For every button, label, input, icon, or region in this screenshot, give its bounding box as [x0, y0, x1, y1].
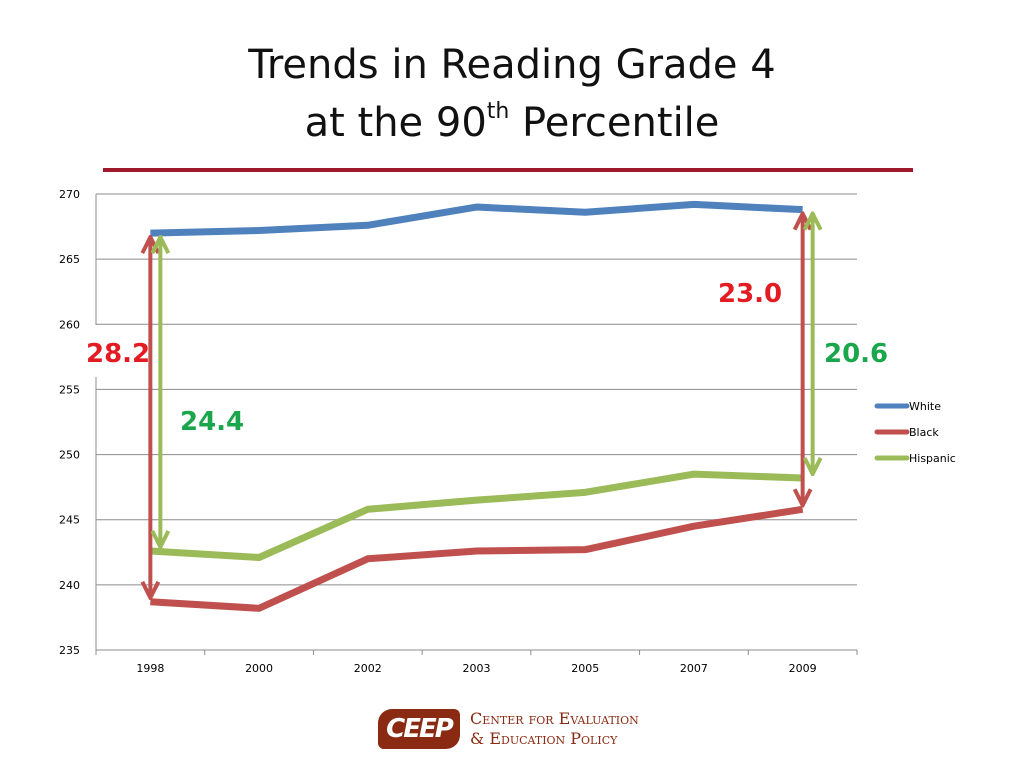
gap-annotation: 20.6: [824, 339, 888, 369]
ceep-logo-mark: CEEP: [378, 709, 460, 749]
ceep-logo: CEEP Center for Evaluation & Education P…: [378, 707, 678, 751]
title-line-2-pre: at the 90: [304, 100, 487, 146]
ceep-logo-text: Center for Evaluation & Education Policy: [470, 709, 639, 749]
gap-annotation: 24.4: [180, 407, 244, 437]
y-tick-label: 240: [59, 579, 80, 592]
legend-label: Hispanic: [909, 452, 956, 465]
x-tick-label: 2007: [680, 662, 708, 675]
series-line-hispanic: [150, 470, 803, 561]
line-chart: 235 240 245 250 255 260 265 270 1998 2000 2002 2003…: [59, 188, 956, 675]
gap-annotation: 23.0: [718, 279, 782, 309]
y-tick-label: 270: [59, 188, 80, 201]
logo-line-2: & Education Policy: [470, 729, 618, 748]
y-tick-label: 255: [59, 383, 80, 396]
y-tick-label: 245: [59, 514, 80, 527]
series-line-black: [150, 505, 804, 612]
x-tick-label: 1998: [136, 662, 164, 675]
x-tick-label: 2003: [463, 662, 491, 675]
logo-line-1: Center for Evaluation: [470, 709, 639, 728]
x-tick-label: 2000: [245, 662, 273, 675]
x-tick-label: 2009: [789, 662, 817, 675]
title-line-2-post: Percentile: [509, 100, 720, 146]
y-tick-label: 235: [59, 644, 80, 657]
x-tick-label: 2005: [571, 662, 599, 675]
annotation-backing: [80, 325, 144, 377]
legend-label: Black: [909, 426, 939, 439]
x-tick-label: 2002: [354, 662, 382, 675]
title-line-1: Trends in Reading Grade 4: [248, 42, 776, 88]
series-line-white: [150, 200, 803, 237]
title-line-2: at the 90th Percentile: [0, 94, 1024, 152]
y-tick-label: 250: [59, 449, 80, 462]
legend-label: White: [909, 400, 941, 413]
slide-title: Trends in Reading Grade 4 at the 90th Pe…: [0, 36, 1024, 152]
gap-annotation: 28.2: [86, 339, 150, 369]
y-tick-label: 260: [59, 318, 80, 331]
y-tick-label: 265: [59, 253, 80, 266]
title-superscript: th: [486, 99, 510, 124]
title-divider: [103, 168, 913, 172]
